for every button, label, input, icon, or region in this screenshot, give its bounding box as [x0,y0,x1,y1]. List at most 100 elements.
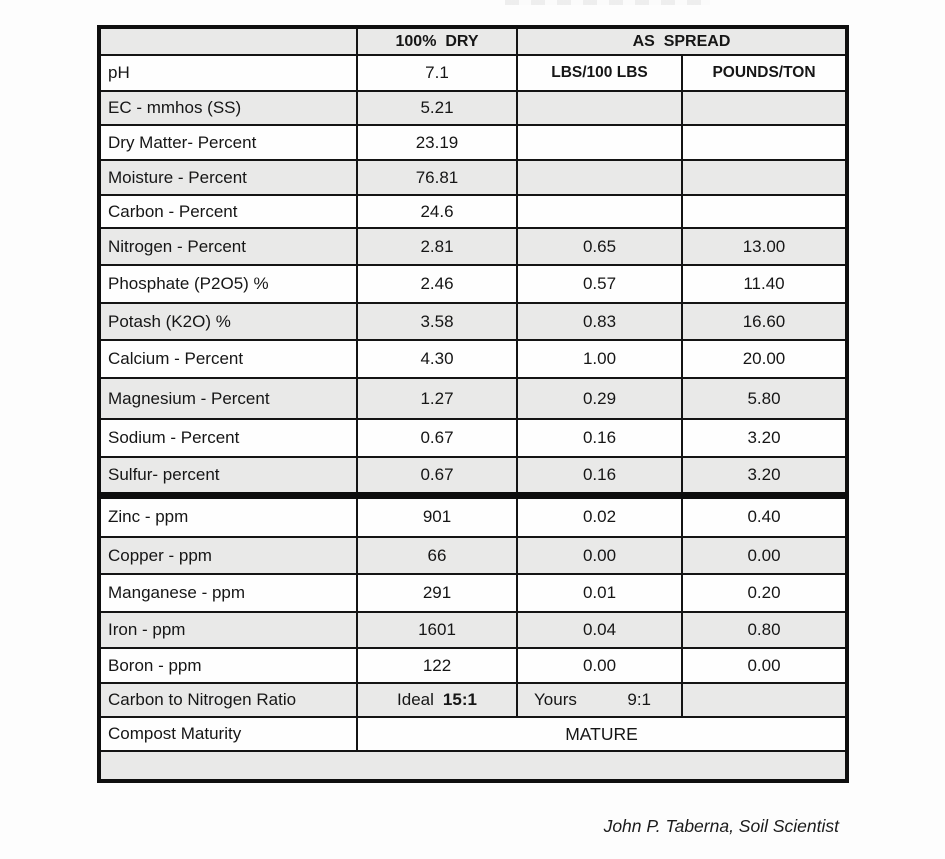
table-row: Potash (K2O) % 3.58 0.83 16.60 [98,302,848,341]
row-label: Zinc - ppm [98,491,358,538]
dry-value: 0.67 [356,418,518,458]
table-row: Magnesium - Percent 1.27 0.29 5.80 [98,377,848,420]
ton-value: 20.00 [681,339,848,379]
dry-value: 76.81 [356,159,518,196]
ton-value: 0.00 [681,536,848,575]
subheader-lbs-100-lbs: LBS/100 LBS [516,54,683,92]
row-label: Dry Matter- Percent [98,124,358,161]
row-label: Nitrogen - Percent [98,227,358,266]
header-100-dry: 100% DRY [356,26,518,56]
dry-value: 66 [356,536,518,575]
table-row: Iron - ppm 1601 0.04 0.80 [98,611,848,649]
row-label: Magnesium - Percent [98,377,358,420]
lbs-value: 0.16 [516,456,683,496]
signature: John P. Taberna, Soil Scientist [603,816,839,836]
table-row: Manganese - ppm 291 0.01 0.20 [98,573,848,613]
dry-value: 122 [356,647,518,684]
ton-value [681,124,848,161]
cn-yours-value: 9:1 [627,690,651,709]
dry-value: 5.21 [356,90,518,126]
row-label: Sulfur- percent [98,456,358,496]
dry-value: 901 [356,491,518,538]
lbs-value: 0.16 [516,418,683,458]
row-label: Boron - ppm [98,647,358,684]
dry-value: 23.19 [356,124,518,161]
ton-value [681,159,848,196]
lbs-value: 0.65 [516,227,683,266]
row-label: Carbon to Nitrogen Ratio [98,682,358,718]
lbs-value: 0.02 [516,491,683,538]
table-row: Calcium - Percent 4.30 1.00 20.00 [98,339,848,379]
cn-yours-label: Yours [534,690,577,709]
row-label: pH [98,54,358,92]
dry-value: 24.6 [356,194,518,229]
table-row: Boron - ppm 122 0.00 0.00 [98,647,848,684]
ton-value: 13.00 [681,227,848,266]
row-label: Sodium - Percent [98,418,358,458]
header-as-spread: AS SPREAD [516,26,848,56]
cn-empty-cell [681,682,848,718]
ton-value: 0.80 [681,611,848,649]
ton-value: 16.60 [681,302,848,341]
dry-value: 4.30 [356,339,518,379]
row-label: Manganese - ppm [98,573,358,613]
table-row: Copper - ppm 66 0.00 0.00 [98,536,848,575]
dry-value: 2.81 [356,227,518,266]
ton-value [681,194,848,229]
ton-value: 11.40 [681,264,848,304]
table-row: Moisture - Percent 76.81 [98,159,848,196]
lbs-value: 0.00 [516,647,683,684]
dry-value: 2.46 [356,264,518,304]
row-label: Compost Maturity [98,716,358,752]
table-row: Nitrogen - Percent 2.81 0.65 13.00 [98,227,848,266]
table-row: Sodium - Percent 0.67 0.16 3.20 [98,418,848,458]
table-header-row: 100% DRY AS SPREAD [98,26,848,56]
lbs-value [516,124,683,161]
lbs-value: 0.83 [516,302,683,341]
lbs-value [516,194,683,229]
cn-ideal-cell: Ideal 15:1 [356,682,518,718]
table-row: Carbon - Percent 24.6 [98,194,848,229]
table-row-ph: pH 7.1 LBS/100 LBS POUNDS/TON [98,54,848,92]
table-row: Phosphate (P2O5) % 2.46 0.57 11.40 [98,264,848,304]
subheader-pounds-ton: POUNDS/TON [681,54,848,92]
row-label: Calcium - Percent [98,339,358,379]
maturity-value: MATURE [356,716,848,752]
header-blank-cell [98,26,358,56]
lbs-value: 0.01 [516,573,683,613]
table-row-maturity: Compost Maturity MATURE [98,716,848,752]
compost-analysis-table: 100% DRY AS SPREAD pH 7.1 LBS/100 LBS PO… [97,25,849,783]
lbs-value: 0.29 [516,377,683,420]
table-row: Dry Matter- Percent 23.19 [98,124,848,161]
table-row: Sulfur- percent 0.67 0.16 3.20 [98,456,848,496]
empty-cell [98,750,848,782]
ton-value: 5.80 [681,377,848,420]
table-row: Zinc - ppm 901 0.02 0.40 [98,491,848,538]
cn-yours-cell: Yours 9:1 [516,682,683,718]
row-label: Iron - ppm [98,611,358,649]
row-label: EC - mmhos (SS) [98,90,358,126]
ton-value [681,90,848,126]
ton-value: 0.40 [681,491,848,538]
lbs-value: 0.00 [516,536,683,575]
row-label: Phosphate (P2O5) % [98,264,358,304]
cropped-title-remnant [505,0,710,5]
dry-value: 0.67 [356,456,518,496]
row-label: Moisture - Percent [98,159,358,196]
row-label: Carbon - Percent [98,194,358,229]
dry-value: 1601 [356,611,518,649]
table-row-cn-ratio: Carbon to Nitrogen Ratio Ideal 15:1 Yours… [98,682,848,718]
ton-value: 0.20 [681,573,848,613]
lbs-value [516,159,683,196]
table-row-empty [98,750,848,782]
cn-ideal-label: Ideal [397,690,434,709]
ton-value: 3.20 [681,418,848,458]
lbs-value [516,90,683,126]
row-label: Copper - ppm [98,536,358,575]
cn-ideal-value: 15:1 [442,690,477,709]
dry-value: 3.58 [356,302,518,341]
row-label: Potash (K2O) % [98,302,358,341]
ton-value: 0.00 [681,647,848,684]
lbs-value: 0.04 [516,611,683,649]
dry-value: 7.1 [356,54,518,92]
